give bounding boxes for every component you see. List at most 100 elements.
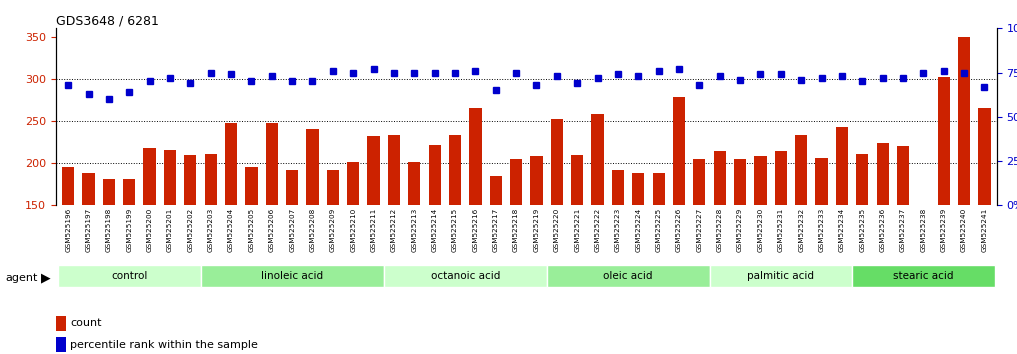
Text: GSM525224: GSM525224 [636,208,642,252]
Text: GSM525240: GSM525240 [961,208,967,252]
Text: octanoic acid: octanoic acid [430,271,500,281]
Text: GSM525213: GSM525213 [411,208,417,252]
Text: GSM525219: GSM525219 [534,208,539,252]
Bar [551,119,563,332]
Bar [367,136,379,332]
Text: GSM525238: GSM525238 [920,208,926,252]
Text: GSM525217: GSM525217 [493,208,498,252]
Bar [56,337,66,352]
Text: GSM525196: GSM525196 [65,208,71,252]
Bar [103,179,115,332]
Text: GSM525215: GSM525215 [452,208,458,252]
Bar [225,123,237,332]
Text: GSM525226: GSM525226 [676,208,682,252]
Bar [795,135,807,332]
Text: GSM525201: GSM525201 [167,208,173,252]
Bar [612,170,624,332]
Text: GSM525210: GSM525210 [350,208,356,252]
Bar [856,154,869,332]
Text: GSM525225: GSM525225 [656,208,662,252]
Bar [897,146,909,332]
Text: GSM525216: GSM525216 [472,208,478,252]
Text: control: control [111,271,147,281]
Bar [917,241,930,332]
Text: GSM525202: GSM525202 [187,208,193,252]
Text: GSM525203: GSM525203 [207,208,214,252]
Bar [387,135,400,332]
Text: GSM525199: GSM525199 [126,208,132,252]
Text: GSM525237: GSM525237 [900,208,906,252]
Text: GSM525214: GSM525214 [431,208,437,252]
Bar [306,130,318,332]
Text: GSM525231: GSM525231 [778,208,784,252]
FancyBboxPatch shape [710,265,852,287]
Text: GSM525233: GSM525233 [819,208,825,252]
Bar [347,162,359,332]
Bar [164,150,176,332]
Text: GSM525235: GSM525235 [859,208,865,252]
Text: GSM525234: GSM525234 [839,208,845,252]
Bar [653,173,665,332]
Text: GSM525205: GSM525205 [248,208,254,252]
Bar [978,108,991,332]
Bar [204,154,217,332]
FancyBboxPatch shape [58,265,200,287]
Text: GSM525207: GSM525207 [289,208,295,252]
Bar [489,176,501,332]
Bar [56,316,66,331]
FancyBboxPatch shape [852,265,995,287]
Bar [428,145,440,332]
Bar [816,158,828,332]
Text: GSM525241: GSM525241 [981,208,988,252]
Text: GDS3648 / 6281: GDS3648 / 6281 [56,14,159,27]
Bar [286,170,298,332]
Text: GSM525198: GSM525198 [106,208,112,252]
Bar [62,166,74,332]
FancyBboxPatch shape [547,265,710,287]
Bar [694,159,706,332]
Text: GSM525200: GSM525200 [146,208,153,252]
FancyBboxPatch shape [200,265,383,287]
Text: GSM525212: GSM525212 [391,208,397,252]
Text: linoleic acid: linoleic acid [261,271,323,281]
Bar [592,114,604,332]
Bar [82,173,95,332]
Bar [775,152,787,332]
Text: stearic acid: stearic acid [893,271,954,281]
Bar [714,152,726,332]
Bar [123,179,135,332]
Bar [572,155,584,332]
Text: GSM525204: GSM525204 [228,208,234,252]
Text: percentile rank within the sample: percentile rank within the sample [70,339,258,350]
Text: GSM525208: GSM525208 [309,208,315,252]
Text: GSM525222: GSM525222 [595,208,601,252]
Bar [448,135,461,332]
Bar [673,97,685,332]
Text: ▶: ▶ [41,272,50,284]
FancyBboxPatch shape [383,265,547,287]
Text: oleic acid: oleic acid [603,271,653,281]
Text: palmitic acid: palmitic acid [747,271,815,281]
Text: GSM525232: GSM525232 [798,208,804,252]
Text: GSM525227: GSM525227 [697,208,703,252]
Text: count: count [70,318,102,329]
Text: GSM525223: GSM525223 [615,208,621,252]
Bar [408,162,420,332]
Text: GSM525228: GSM525228 [717,208,723,252]
Text: GSM525230: GSM525230 [758,208,764,252]
Text: GSM525218: GSM525218 [514,208,519,252]
Text: GSM525209: GSM525209 [330,208,336,252]
Bar [958,37,970,332]
Bar [326,170,339,332]
Bar [633,173,645,332]
Text: GSM525221: GSM525221 [575,208,581,252]
Bar [510,159,522,332]
Text: GSM525236: GSM525236 [880,208,886,252]
Text: GSM525220: GSM525220 [554,208,559,252]
Text: GSM525197: GSM525197 [85,208,92,252]
Text: GSM525206: GSM525206 [268,208,275,252]
Bar [184,155,196,332]
Bar [531,156,543,332]
Text: GSM525229: GSM525229 [737,208,743,252]
Bar [836,127,848,332]
